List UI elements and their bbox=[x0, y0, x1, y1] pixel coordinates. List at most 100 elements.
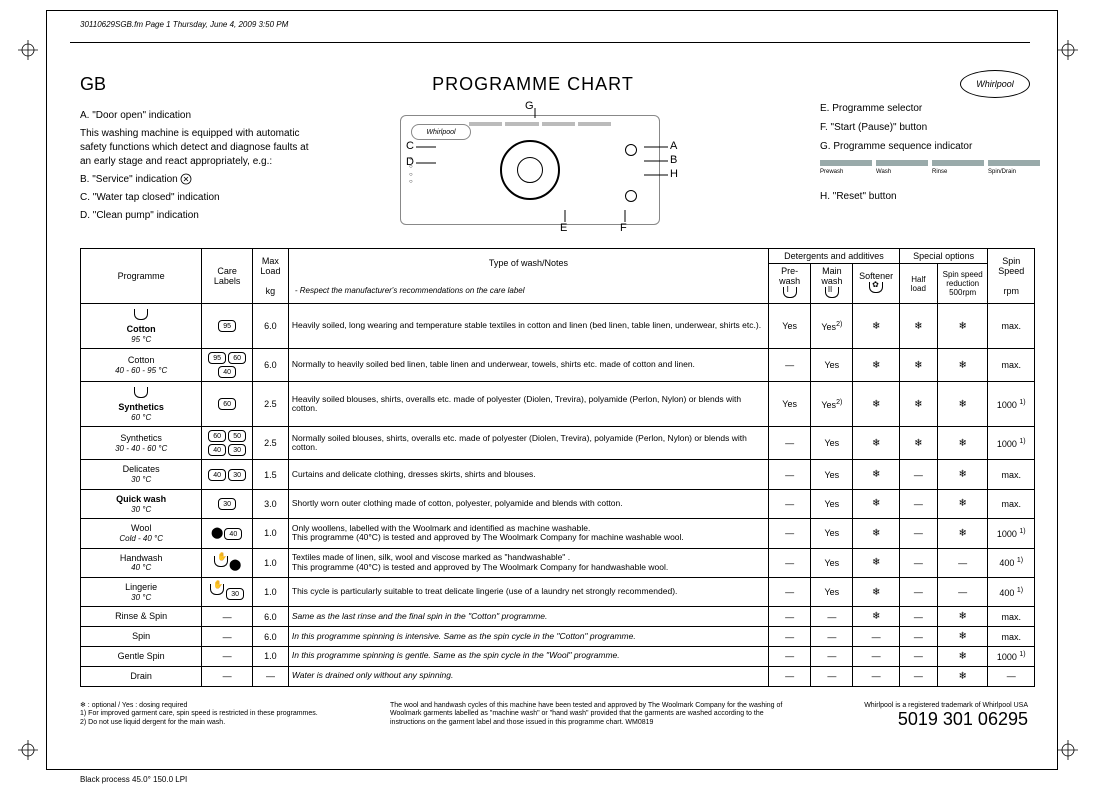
legend-b: B. "Service" indication bbox=[80, 173, 310, 187]
maxload-cell: 1.0 bbox=[253, 548, 289, 577]
hdr-spin-label: Spin Speed bbox=[998, 256, 1024, 276]
maxload-cell: — bbox=[253, 666, 289, 686]
care-labels-cell: — bbox=[202, 627, 253, 647]
hdr-mainwash-label: Main wash bbox=[821, 266, 842, 286]
callout-d-line bbox=[416, 162, 436, 164]
panel-sequence-bar bbox=[469, 122, 611, 130]
softener-cell: ❄ bbox=[853, 519, 899, 548]
care-temp-icon: 30 bbox=[228, 469, 246, 481]
hdr-notes-sub: - Respect the manufacturer's recommendat… bbox=[295, 286, 762, 295]
halfload-cell: — bbox=[899, 607, 937, 627]
header-divider bbox=[70, 42, 1030, 43]
programme-temp: Cold - 40 °C bbox=[84, 534, 198, 544]
care-temp-icon: 95 bbox=[218, 320, 236, 332]
programme-temp: 40 - 60 - 95 °C bbox=[84, 366, 198, 376]
spinspeed-cell: — bbox=[988, 666, 1035, 686]
table-row: Handwash40 °C✋⬤1.0Textiles made of linen… bbox=[81, 548, 1035, 577]
table-row: Synthetics60 °C602.5Heavily soiled blous… bbox=[81, 382, 1035, 427]
programme-name: Quick wash bbox=[84, 494, 198, 505]
footer-process: Black process 45.0° 150.0 LPI bbox=[80, 775, 187, 784]
legend-f: F. "Start (Pause)" button bbox=[820, 120, 1040, 136]
care-temp-icon: 95 bbox=[208, 352, 226, 364]
maxload-cell: 6.0 bbox=[253, 627, 289, 647]
care-temp-icon: 60 bbox=[228, 352, 246, 364]
softener-cell: — bbox=[853, 666, 899, 686]
spinred-cell: ❄ bbox=[937, 427, 988, 460]
hdr-programme: Programme bbox=[81, 249, 202, 304]
legend-d: D. "Clean pump" indication bbox=[80, 209, 310, 223]
table-row: Lingerie30 °C✋301.0This cycle is particu… bbox=[81, 577, 1035, 606]
mainwash-cell: Yes bbox=[811, 577, 853, 606]
hdr-notes-title: Type of wash/Notes bbox=[295, 258, 762, 268]
programme-cell: WoolCold - 40 °C bbox=[81, 519, 202, 548]
notes-cell: Heavily soiled, long wearing and tempera… bbox=[288, 304, 768, 349]
care-temp-icon: 60 bbox=[208, 430, 226, 442]
legend-h: H. "Reset" button bbox=[820, 189, 1040, 205]
spinspeed-cell: max. bbox=[988, 607, 1035, 627]
table-row: Drain——Water is drained only without any… bbox=[81, 666, 1035, 686]
header-meta: 30110629SGB.fm Page 1 Thursday, June 4, … bbox=[80, 20, 288, 29]
sequence-indicator: Prewash Wash Rinse Spin/Drain bbox=[820, 159, 1040, 179]
callout-b-line bbox=[644, 160, 668, 162]
spinspeed-cell: max. bbox=[988, 304, 1035, 349]
mainwash-cell: — bbox=[811, 666, 853, 686]
programme-cell: Synthetics30 - 40 - 60 °C bbox=[81, 427, 202, 460]
care-labels-cell: 60 bbox=[202, 382, 253, 427]
optional-icon: ❄ bbox=[958, 399, 966, 410]
halfload-cell: ❄ bbox=[899, 427, 937, 460]
mainwash-cell: Yes bbox=[811, 519, 853, 548]
prewash-cell: — bbox=[769, 577, 811, 606]
programme-cell: Drain bbox=[81, 666, 202, 686]
care-labels-cell: 4030 bbox=[202, 460, 253, 489]
programme-cell: Rinse & Spin bbox=[81, 607, 202, 627]
halfload-cell: — bbox=[899, 519, 937, 548]
care-labels-cell: ✋30 bbox=[202, 577, 253, 606]
spinred-cell: ❄ bbox=[937, 304, 988, 349]
footer-woolmark: The wool and handwash cycles of this mac… bbox=[390, 702, 790, 727]
prewash-cell: — bbox=[769, 519, 811, 548]
prewash-cell: — bbox=[769, 349, 811, 382]
prewash-cell: — bbox=[769, 666, 811, 686]
care-labels-cell: 956040 bbox=[202, 349, 253, 382]
callout-c-line bbox=[416, 146, 436, 148]
seq-spin: Spin/Drain bbox=[988, 160, 1040, 178]
hdr-maxload: Max Load kg bbox=[253, 249, 289, 304]
mainwash-cell: — bbox=[811, 646, 853, 666]
gb-label: GB bbox=[80, 74, 106, 95]
table-row: Cotton40 - 60 - 95 °C9560406.0Normally t… bbox=[81, 349, 1035, 382]
footer-right: Whirlpool is a registered trademark of W… bbox=[864, 702, 1028, 730]
prewash-tub-icon bbox=[134, 309, 148, 320]
softener-cell: ❄ bbox=[853, 304, 899, 349]
hdr-maxload-unit: kg bbox=[266, 286, 276, 296]
crop-mark-tr bbox=[1058, 40, 1078, 60]
spinred-cell: ❄ bbox=[937, 519, 988, 548]
spinspeed-cell: 1000 1) bbox=[988, 646, 1035, 666]
care-labels-cell: 95 bbox=[202, 304, 253, 349]
prewash-cell: — bbox=[769, 460, 811, 489]
footer-trademark: Whirlpool is a registered trademark of W… bbox=[864, 702, 1028, 709]
programme-cell: Spin bbox=[81, 627, 202, 647]
halfload-cell: — bbox=[899, 460, 937, 489]
programme-name: Handwash bbox=[84, 553, 198, 564]
callout-a-line bbox=[644, 146, 668, 148]
callout-h-line bbox=[644, 174, 668, 176]
mainwash-cell: Yes bbox=[811, 548, 853, 577]
prewash-cell: — bbox=[769, 627, 811, 647]
handwash-icon: ✋ bbox=[210, 584, 224, 595]
programme-table: Programme Care Labels Max Load kg Type o… bbox=[80, 248, 1035, 687]
spinspeed-cell: max. bbox=[988, 489, 1035, 518]
spinspeed-cell: 400 1) bbox=[988, 577, 1035, 606]
notes-cell: In this programme spinning is gentle. Sa… bbox=[288, 646, 768, 666]
optional-icon: ❄ bbox=[914, 360, 922, 371]
service-icon bbox=[180, 173, 194, 185]
care-labels-cell: 60504030 bbox=[202, 427, 253, 460]
optional-icon: ❄ bbox=[958, 671, 966, 682]
softener-cell: ❄ bbox=[853, 577, 899, 606]
control-panel-diagram: Whirlpool ○○○○ bbox=[400, 115, 660, 225]
care-labels-cell: 30 bbox=[202, 489, 253, 518]
optional-icon: ❄ bbox=[872, 360, 880, 371]
halfload-cell: — bbox=[899, 666, 937, 686]
brand-logo: Whirlpool bbox=[960, 70, 1030, 98]
care-temp-icon: 30 bbox=[218, 498, 236, 510]
prewash-cell: — bbox=[769, 427, 811, 460]
